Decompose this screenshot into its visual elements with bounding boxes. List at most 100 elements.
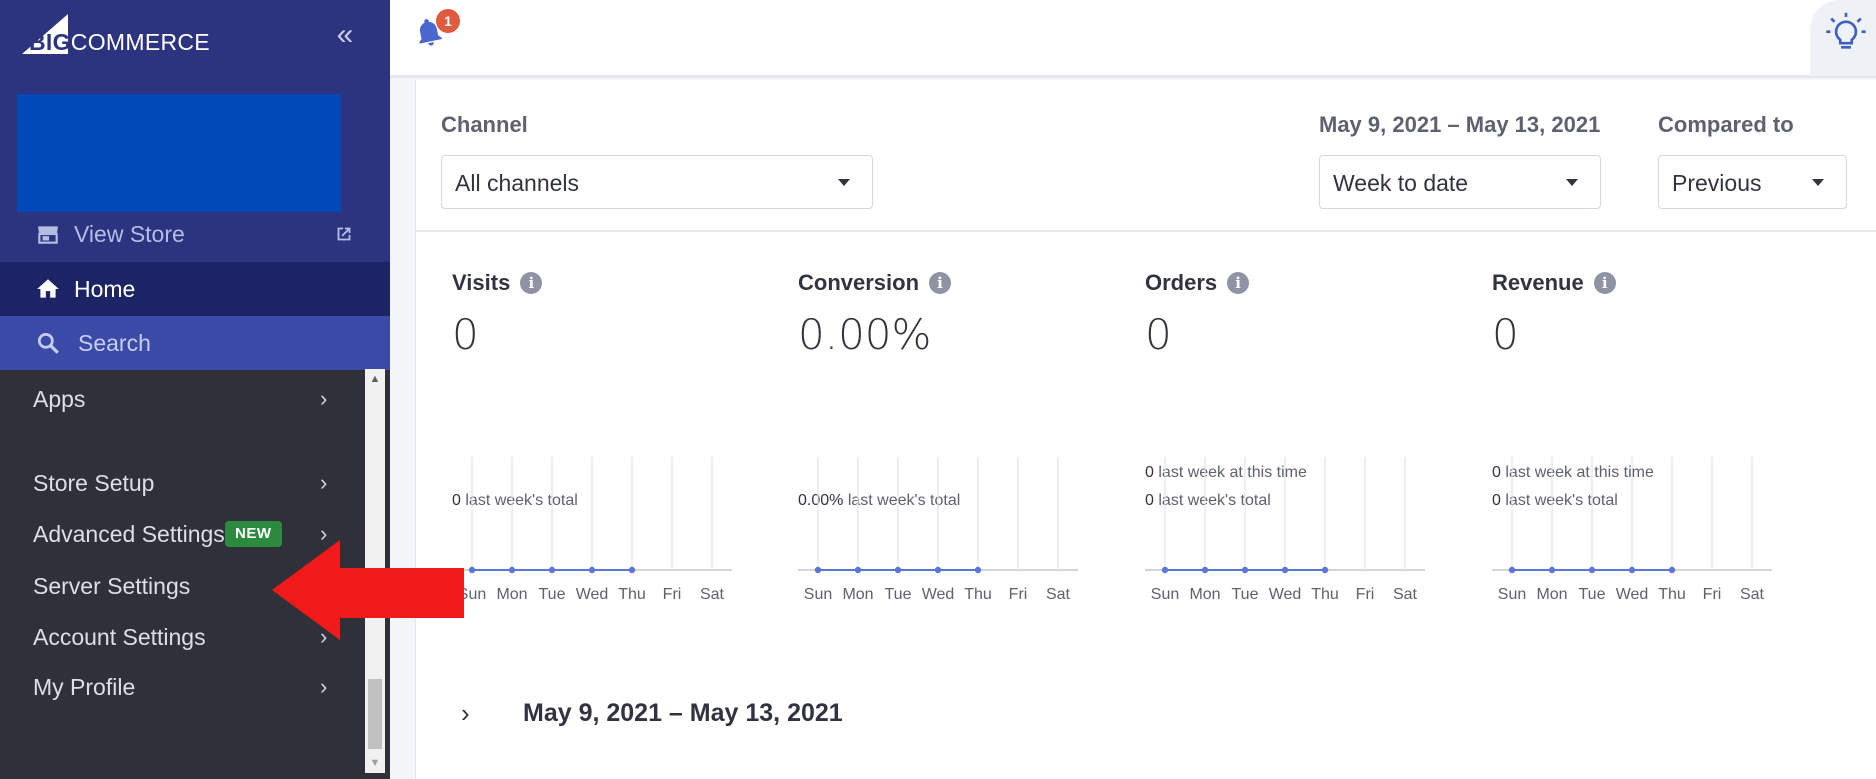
double-chevron-left-icon: « bbox=[336, 18, 354, 51]
logo-triangle-icon bbox=[22, 14, 68, 54]
notification-count-badge: 1 bbox=[436, 9, 460, 33]
stat-value: 0.00% bbox=[798, 310, 932, 359]
x-tick-label: Sun bbox=[1151, 586, 1179, 603]
x-tick-label: Thu bbox=[964, 586, 992, 603]
compared-to-label: Compared to bbox=[1658, 112, 1794, 137]
x-tick-label: Sun bbox=[1498, 586, 1526, 603]
stat-last-week-at-this-time: 0 last week at this time bbox=[1492, 464, 1654, 481]
stat-last-week-total: 0 last week's total bbox=[1492, 492, 1618, 509]
sidebar: BIGCOMMERCE « View Store Home bbox=[0, 0, 390, 779]
data-point[interactable] bbox=[1201, 566, 1209, 574]
channel-select-value: All channels bbox=[455, 170, 580, 196]
period-select[interactable]: Week to date bbox=[1319, 155, 1601, 209]
x-tick-label: Wed bbox=[922, 586, 955, 603]
bigcommerce-logo[interactable]: BIGCOMMERCE bbox=[22, 14, 212, 55]
caret-down-icon bbox=[1566, 179, 1578, 186]
data-point[interactable] bbox=[1588, 566, 1596, 574]
data-point[interactable] bbox=[548, 566, 556, 574]
x-tick-label: Fri bbox=[1356, 586, 1375, 603]
top-header: 1 bbox=[390, 0, 1876, 78]
data-point[interactable] bbox=[1281, 566, 1289, 574]
help-tips-button[interactable] bbox=[1810, 0, 1876, 76]
data-point[interactable] bbox=[508, 566, 516, 574]
filter-bar: Channel All channels May 9, 2021 – May 1… bbox=[416, 80, 1876, 232]
chevron-right-icon: › bbox=[320, 470, 328, 495]
info-icon[interactable]: i bbox=[929, 272, 952, 294]
info-icon[interactable]: i bbox=[1227, 272, 1250, 294]
info-icon[interactable]: i bbox=[1593, 272, 1616, 294]
data-point[interactable] bbox=[1548, 566, 1556, 574]
home-label: Home bbox=[74, 275, 136, 302]
server-settings-label: Server Settings bbox=[33, 572, 191, 599]
compare-select[interactable]: Previous bbox=[1658, 155, 1847, 209]
data-point[interactable] bbox=[1628, 566, 1636, 574]
data-point[interactable] bbox=[468, 566, 476, 574]
period-select-value: Week to date bbox=[1333, 170, 1469, 196]
x-tick-label: Sat bbox=[1740, 586, 1765, 603]
x-tick-label: Thu bbox=[1311, 586, 1339, 603]
external-link-icon bbox=[337, 227, 351, 241]
sidebar-item-apps[interactable]: Apps › bbox=[0, 376, 360, 422]
x-tick-label: Thu bbox=[1658, 586, 1686, 603]
bell-icon bbox=[419, 19, 442, 46]
x-tick-label: Fri bbox=[663, 586, 682, 603]
apps-label: Apps bbox=[33, 385, 86, 412]
data-point[interactable] bbox=[854, 566, 862, 574]
scroll-down-arrow-icon[interactable]: ▼ bbox=[369, 757, 381, 769]
data-point[interactable] bbox=[1161, 566, 1169, 574]
scroll-up-arrow-icon[interactable]: ▲ bbox=[369, 373, 381, 385]
summary-date-range: May 9, 2021 – May 13, 2021 bbox=[523, 699, 843, 727]
data-point[interactable] bbox=[628, 566, 636, 574]
x-tick-label: Fri bbox=[1703, 586, 1722, 603]
data-point[interactable] bbox=[588, 566, 596, 574]
store-setup-label: Store Setup bbox=[33, 469, 155, 496]
data-point[interactable] bbox=[814, 566, 822, 574]
scrollbar-thumb[interactable] bbox=[368, 679, 382, 749]
x-tick-label: Mon bbox=[496, 586, 527, 603]
sidebar-item-account-settings[interactable]: Account Settings › bbox=[0, 614, 360, 660]
notifications-button[interactable] bbox=[412, 16, 452, 56]
lightbulb-icon bbox=[1826, 12, 1866, 49]
data-point[interactable] bbox=[894, 566, 902, 574]
x-tick-label: Wed bbox=[1269, 586, 1302, 603]
search-icon bbox=[37, 332, 59, 354]
stat-revenue: Revenue i 0 0 last week at this time 0 la… bbox=[1492, 270, 1822, 630]
view-store-label: View Store bbox=[74, 220, 185, 247]
sidebar-item-advanced-settings[interactable]: Advanced Settings NEW › bbox=[0, 511, 360, 557]
search-label: Search bbox=[78, 329, 151, 356]
data-point[interactable] bbox=[974, 566, 982, 574]
sidebar-item-server-settings[interactable]: Server Settings bbox=[0, 563, 360, 609]
data-point[interactable] bbox=[1508, 566, 1516, 574]
caret-down-icon bbox=[1812, 179, 1824, 186]
caret-down-icon bbox=[838, 179, 850, 186]
annotation-arrow bbox=[272, 540, 464, 640]
stat-title: Conversion i bbox=[798, 270, 952, 296]
view-store-link[interactable]: View Store bbox=[0, 207, 390, 261]
x-tick-label: Wed bbox=[576, 586, 609, 603]
account-settings-label: Account Settings bbox=[33, 623, 206, 650]
stat-last-week-at-this-time: 0 last week at this time bbox=[1145, 464, 1307, 481]
info-icon[interactable]: i bbox=[520, 272, 543, 294]
data-point[interactable] bbox=[1668, 566, 1676, 574]
x-tick-label: Tue bbox=[539, 586, 566, 603]
x-tick-label: Wed bbox=[1616, 586, 1649, 603]
data-point[interactable] bbox=[934, 566, 942, 574]
stat-title: Orders i bbox=[1145, 270, 1250, 296]
store-name-block bbox=[17, 94, 341, 212]
sidebar-item-search[interactable]: Search bbox=[0, 316, 390, 370]
x-tick-label: Tue bbox=[1579, 586, 1606, 603]
home-icon bbox=[37, 279, 59, 298]
storefront-icon bbox=[38, 226, 58, 244]
data-point[interactable] bbox=[1321, 566, 1329, 574]
sidebar-item-home[interactable]: Home bbox=[0, 262, 390, 316]
data-point[interactable] bbox=[1241, 566, 1249, 574]
date-range-label: May 9, 2021 – May 13, 2021 bbox=[1319, 112, 1601, 137]
sidebar-item-store-setup[interactable]: Store Setup › bbox=[0, 460, 360, 506]
summary-expand-row[interactable]: › May 9, 2021 – May 13, 2021 bbox=[461, 698, 843, 729]
x-tick-label: Tue bbox=[1232, 586, 1259, 603]
channel-select[interactable]: All channels bbox=[441, 155, 873, 209]
x-tick-label: Sat bbox=[1046, 586, 1071, 603]
collapse-sidebar-button[interactable]: « bbox=[330, 20, 360, 52]
sidebar-item-my-profile[interactable]: My Profile › bbox=[0, 664, 360, 710]
my-profile-label: My Profile bbox=[33, 673, 136, 700]
